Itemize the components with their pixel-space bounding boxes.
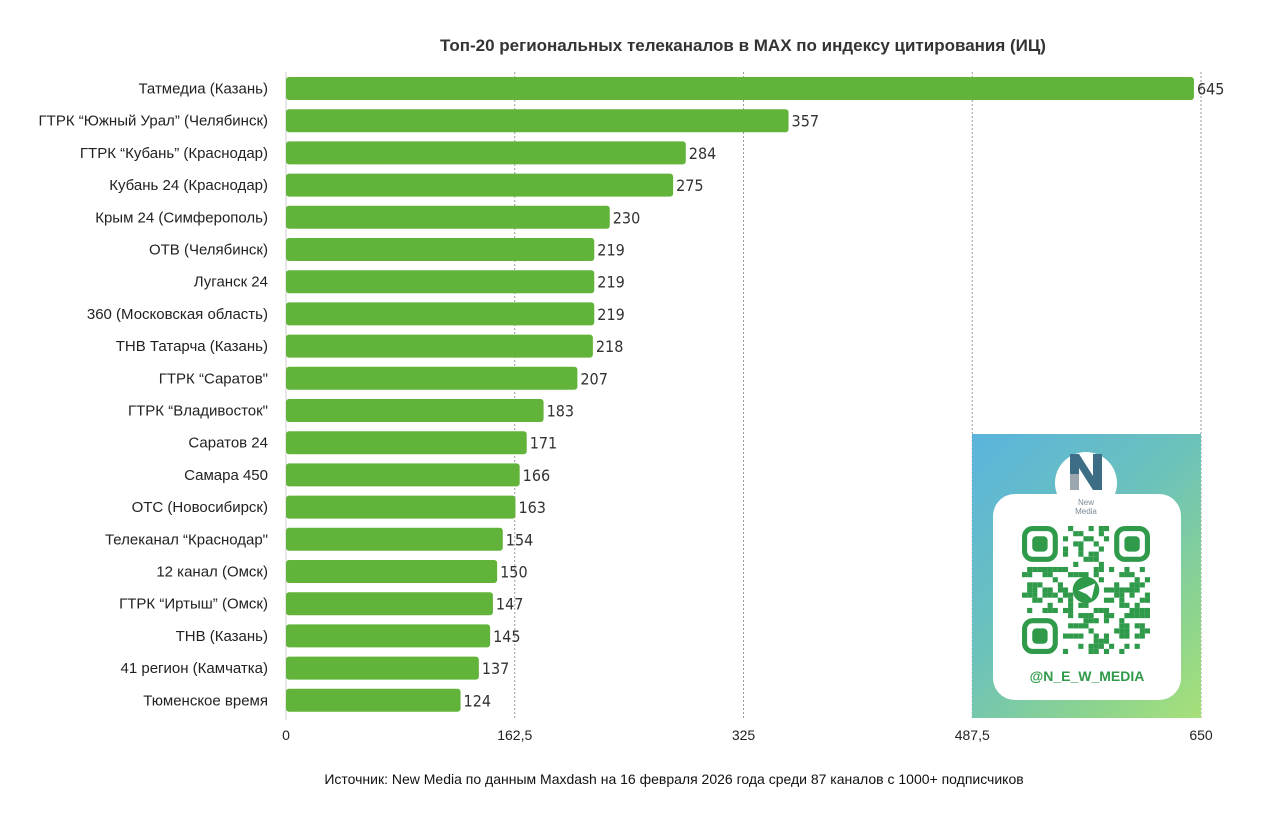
category-label: ГТРК “Иртыш” (Омск): [119, 596, 268, 613]
value-label: 219: [597, 273, 624, 292]
x-tick-label: 650: [1189, 727, 1213, 743]
value-label: 183: [547, 402, 574, 421]
chart-title: Топ-20 региональных телеканалов в MAX по…: [440, 36, 1046, 55]
bar: [286, 624, 491, 648]
category-label: ОТС (Новосибирск): [132, 499, 268, 516]
bar: [286, 656, 479, 680]
value-label: 171: [530, 434, 557, 453]
category-label: Кубань 24 (Краснодар): [109, 177, 268, 194]
promo-card[interactable]: New Media @N_E_W_MEDIA: [972, 434, 1201, 718]
bar: [286, 495, 516, 519]
category-label: Татмедиа (Казань): [138, 81, 268, 98]
value-label: 166: [523, 466, 550, 485]
category-label: ГТРК “Южный Урал” (Челябинск): [39, 113, 268, 130]
category-label: 360 (Московская область): [87, 306, 268, 323]
value-label: 124: [464, 691, 491, 710]
value-label: 230: [613, 208, 640, 227]
category-label: 12 канал (Омск): [156, 564, 268, 581]
value-label: 207: [580, 369, 607, 388]
value-label: 150: [500, 563, 527, 582]
bar: [286, 688, 461, 712]
logo-text: New Media: [1055, 498, 1117, 516]
value-label: 357: [792, 112, 819, 131]
bar: [286, 141, 686, 165]
value-label: 219: [597, 241, 624, 260]
category-label: Самара 450: [184, 467, 268, 484]
bar: [286, 431, 527, 455]
value-label: 218: [596, 337, 623, 356]
value-label: 645: [1197, 80, 1224, 99]
bar: [286, 334, 593, 358]
bar: [286, 560, 498, 583]
value-label: 147: [496, 595, 523, 614]
x-tick-label: 0: [282, 727, 290, 743]
x-tick-label: 325: [732, 727, 756, 743]
value-label: 154: [506, 530, 533, 549]
bar: [286, 238, 595, 261]
bar: [286, 270, 595, 294]
bar: [286, 109, 789, 133]
bar: [286, 399, 544, 422]
category-label: ТНВ Татарча (Казань): [116, 338, 268, 355]
qr-code-icon[interactable]: [1022, 526, 1150, 654]
value-label: 137: [482, 659, 509, 678]
value-label: 145: [493, 627, 520, 646]
category-label: Крым 24 (Симферополь): [95, 209, 268, 226]
x-tick-label: 162,5: [497, 727, 532, 743]
category-label: Телеканал “Краснодар": [105, 531, 268, 548]
bar: [286, 527, 503, 551]
new-media-logo-icon: [1070, 454, 1102, 490]
category-label: ТНВ (Казань): [176, 628, 268, 645]
category-label: Саратов 24: [188, 435, 268, 452]
value-label: 275: [676, 176, 703, 195]
value-labels: 645 357 284 275 230 219 219 219 218 207 183 171 166 1…: [464, 80, 1225, 711]
value-label: 219: [597, 305, 624, 324]
logo-text-line-2: Media: [1075, 507, 1097, 516]
bars: [286, 77, 1194, 712]
source-note: Источник: New Media по данным Maxdash на…: [324, 771, 1023, 787]
bar: [286, 205, 610, 229]
bar: [286, 77, 1194, 100]
bar: [286, 366, 578, 390]
bar: [286, 463, 520, 487]
category-label: ГТРК “Саратов": [159, 370, 268, 387]
category-labels: Татмедиа (Казань) ГТРК “Южный Урал” (Челя…: [39, 81, 268, 710]
x-axis-ticks: 0 162,5 325 487,5 650: [282, 727, 1213, 743]
x-tick-label: 487,5: [955, 727, 990, 743]
category-label: ГТРК “Владивосток": [128, 403, 268, 420]
bar: [286, 592, 493, 616]
channel-handle[interactable]: @N_E_W_MEDIA: [1029, 668, 1145, 684]
logo-text-line-1: New: [1077, 498, 1094, 507]
category-label: 41 регион (Камчатка): [121, 660, 269, 677]
category-label: ГТРК “Кубань” (Краснодар): [80, 145, 268, 162]
value-label: 284: [689, 144, 716, 163]
bar: [286, 173, 674, 197]
category-label: Луганск 24: [194, 274, 268, 291]
bar: [286, 302, 595, 326]
value-label: 163: [518, 498, 545, 517]
category-label: ОТВ (Челябинск): [149, 242, 268, 259]
category-label: Тюменское время: [143, 692, 268, 709]
